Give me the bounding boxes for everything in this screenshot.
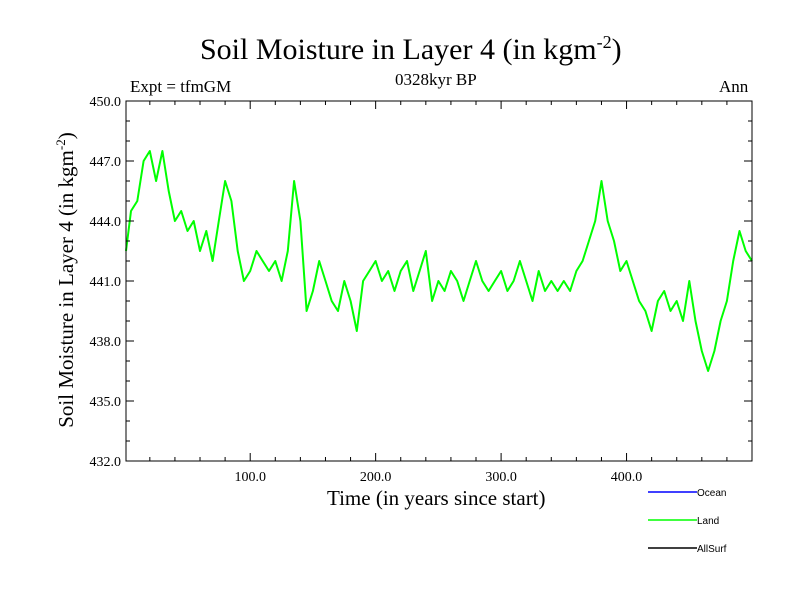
y-axis-label-close: ): [54, 132, 78, 140]
period-label: 0328kyr BP: [395, 70, 477, 89]
x-tick-label: 300.0: [485, 470, 517, 485]
experiment-label: Expt = tfmGM: [130, 77, 232, 96]
y-tick-label: 432.0: [90, 455, 122, 470]
y-tick-label: 444.0: [90, 215, 122, 230]
chart-title: Soil Moisture in Layer 4 (in kgm-2): [200, 32, 622, 67]
y-axis-label-text: Soil Moisture in Layer 4 (in kgm: [54, 150, 78, 428]
x-tick-label: 200.0: [360, 470, 392, 485]
axis-ticks: 100.0 200.0 300.0 400.0 432.0 435.0 438.0 441.0…: [90, 95, 752, 485]
legend-label-ocean: Ocean: [697, 488, 726, 499]
x-tick-label: 100.0: [234, 470, 266, 485]
y-tick-label: 450.0: [90, 95, 122, 110]
y-tick-label: 441.0: [90, 275, 122, 290]
y-tick-label: 438.0: [90, 335, 122, 350]
chart-title-text: Soil Moisture in Layer 4 (in kgm: [200, 33, 597, 66]
legend: Ocean Land AllSurf: [648, 488, 727, 555]
y-tick-label: 435.0: [90, 395, 122, 410]
y-axis-label-exponent: -2: [53, 139, 68, 151]
x-tick-label: 400.0: [611, 470, 643, 485]
chart-title-close: ): [611, 33, 622, 66]
legend-label-land: Land: [697, 516, 719, 527]
legend-label-allsurf: AllSurf: [697, 544, 727, 555]
plot-area: [125, 150, 753, 372]
x-axis-label: Time (in years since start): [327, 486, 546, 510]
series-line-land: [125, 150, 753, 372]
y-axis-label: Soil Moisture in Layer 4 (in kgm-2): [53, 132, 79, 427]
chart-title-exponent: -2: [596, 32, 612, 52]
season-label: Ann: [719, 77, 749, 96]
y-tick-label: 447.0: [90, 155, 122, 170]
